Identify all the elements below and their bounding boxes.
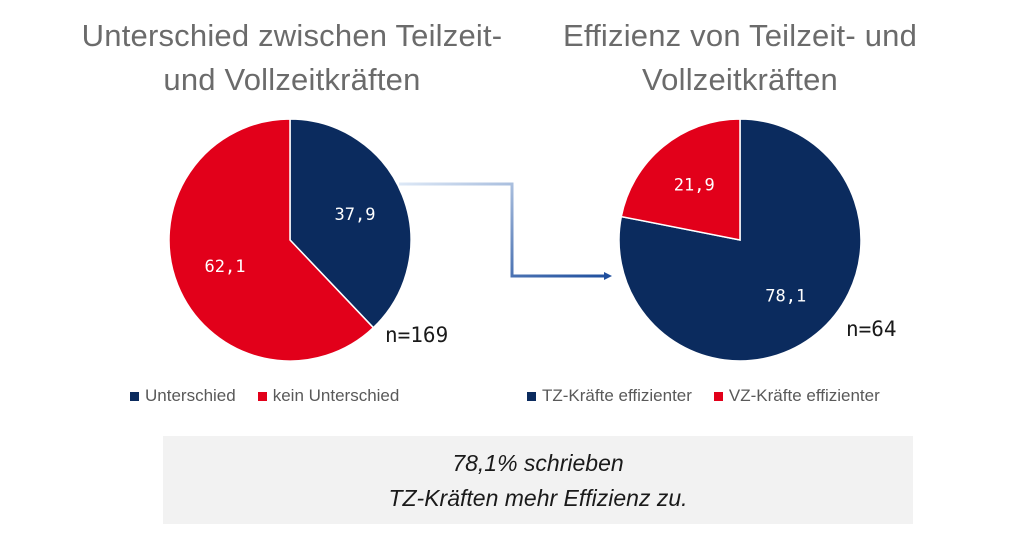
legend-item-unterschied: Unterschied <box>130 386 236 406</box>
left-sample-size-label: n=169 <box>385 323 448 347</box>
right-sample-size-label: n=64 <box>846 317 897 341</box>
pie-slice-value-label: 37,9 <box>335 205 376 225</box>
legend-swatch-navy <box>130 391 139 401</box>
legend-item-kein-unterschied: kein Unterschied <box>257 386 400 406</box>
right-pie-chart: 78,1 21,9 <box>618 118 862 362</box>
pie-slice-value-label: 62,1 <box>205 257 246 277</box>
legend-label: Unterschied <box>145 386 236 405</box>
legend-label: TZ-Kräfte effizienter <box>542 386 692 405</box>
connector-arrow <box>399 182 612 280</box>
pie-slice-vz-kr-fte-effizienter <box>620 118 741 241</box>
right-chart-title-line-1: Effizienz von Teilzeit- und <box>562 18 918 53</box>
summary-line-2: TZ-Kräften mehr Effizienz zu. <box>388 485 688 511</box>
left-chart-title: Unterschied zwischen Teilzeit- und Vollz… <box>52 14 532 102</box>
legend-item-vz-effizienter: VZ-Kräfte effizienter <box>713 386 880 406</box>
legend-swatch-red <box>257 391 267 401</box>
right-chart-title-line-2: Vollzeitkräften <box>642 62 838 97</box>
legend-label: kein Unterschied <box>272 386 400 405</box>
left-pie-chart: 37,9 62,1 <box>168 118 412 362</box>
legend-swatch-navy <box>527 391 536 401</box>
summary-box: 78,1% schrieben TZ-Kräften mehr Effizien… <box>163 436 913 524</box>
summary-line-1: 78,1% schrieben <box>452 450 624 476</box>
pie-slice-value-label: 78,1 <box>765 287 806 307</box>
left-chart-title-line-1: Unterschied zwischen Teilzeit- <box>81 18 503 53</box>
legend-item-tz-effizienter: TZ-Kräfte effizienter <box>527 386 692 406</box>
pie-slice-kein-unterschied <box>168 118 375 362</box>
pie-slice-unterschied <box>289 118 412 329</box>
pie-slice-value-label: 21,9 <box>674 175 715 195</box>
left-chart-title-line-2: und Vollzeitkräften <box>163 62 421 97</box>
right-chart-title: Effizienz von Teilzeit- und Vollzeitkräf… <box>530 14 950 102</box>
right-chart-legend: TZ-Kräfte effizienter VZ-Kräfte effizien… <box>527 386 880 406</box>
legend-label: VZ-Kräfte effizienter <box>728 386 880 405</box>
legend-swatch-red <box>713 391 723 401</box>
left-chart-legend: Unterschied kein Unterschied <box>130 386 399 406</box>
